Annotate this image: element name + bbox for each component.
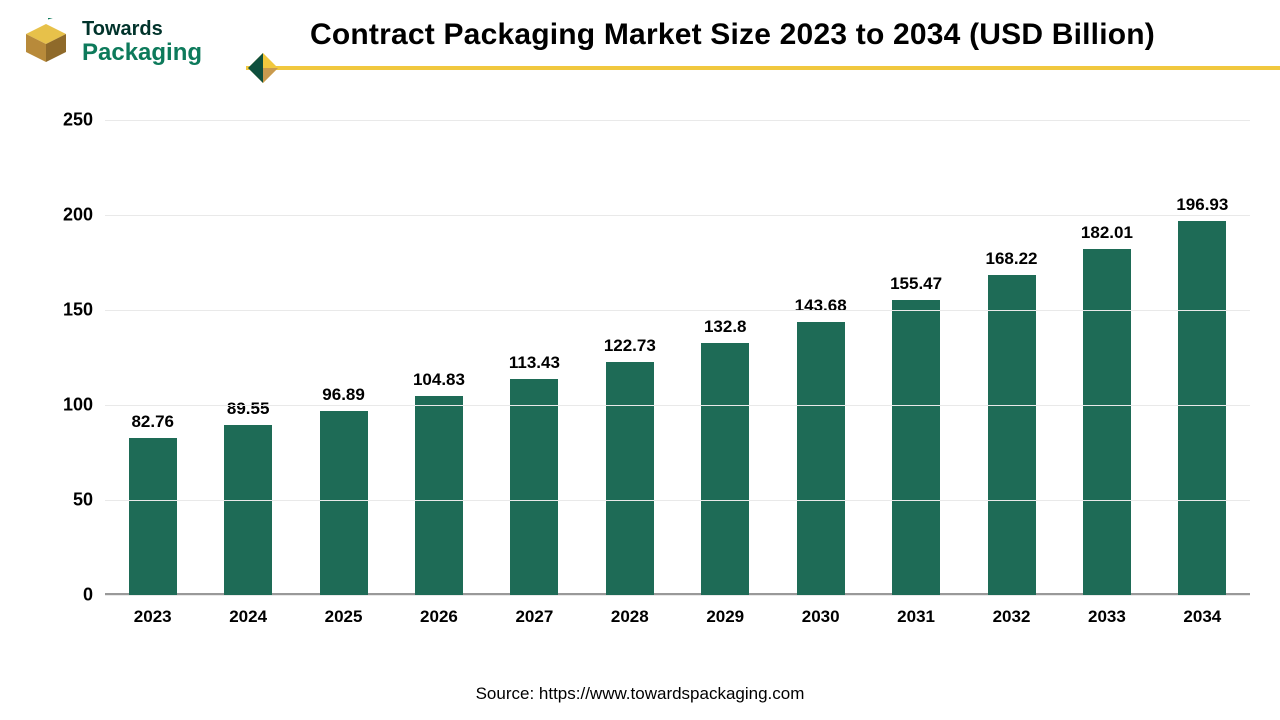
bar-slot: 182.012033 <box>1059 120 1154 595</box>
bar-slot: 143.682030 <box>773 120 868 595</box>
title-divider-diamond-icon <box>246 51 280 85</box>
bar-rect <box>1083 249 1131 595</box>
bar-chart: 82.76202389.55202496.892025104.832026113… <box>50 110 1255 655</box>
bar-group: 82.76202389.55202496.892025104.832026113… <box>105 120 1250 595</box>
bar-slot: 82.762023 <box>105 120 200 595</box>
bar-category-label: 2024 <box>229 607 267 627</box>
bar-rect <box>129 438 177 595</box>
bar-category-label: 2026 <box>420 607 458 627</box>
bar-value-label: 182.01 <box>1081 223 1133 243</box>
y-tick-label: 250 <box>48 110 93 131</box>
y-tick-label: 150 <box>48 300 93 321</box>
bar-rect <box>892 300 940 595</box>
bar-slot: 96.892025 <box>296 120 391 595</box>
bar-category-label: 2033 <box>1088 607 1126 627</box>
bar-slot: 122.732028 <box>582 120 677 595</box>
bar-category-label: 2023 <box>134 607 172 627</box>
bar-category-label: 2027 <box>515 607 553 627</box>
brand-logo-text: Towards Packaging <box>82 19 202 65</box>
bar-category-label: 2028 <box>611 607 649 627</box>
bar-value-label: 122.73 <box>604 336 656 356</box>
gridline <box>105 500 1250 501</box>
bar-category-label: 2030 <box>802 607 840 627</box>
bar-rect <box>224 425 272 595</box>
brand-line2: Packaging <box>82 40 202 65</box>
bar-value-label: 96.89 <box>322 385 365 405</box>
bar-value-label: 82.76 <box>131 412 174 432</box>
bar-category-label: 2029 <box>706 607 744 627</box>
y-tick-label: 0 <box>48 585 93 606</box>
bar-slot: 104.832026 <box>391 120 486 595</box>
bar-value-label: 132.8 <box>704 317 747 337</box>
bar-value-label: 143.68 <box>795 296 847 316</box>
y-tick-label: 100 <box>48 395 93 416</box>
bar-slot: 168.222032 <box>964 120 1059 595</box>
title-divider-line <box>246 66 1280 70</box>
bar-slot: 196.932034 <box>1155 120 1250 595</box>
bar-rect <box>1178 221 1226 595</box>
bar-rect <box>797 322 845 595</box>
bar-rect <box>701 343 749 595</box>
y-tick-label: 200 <box>48 205 93 226</box>
bar-rect <box>320 411 368 595</box>
gridline <box>105 405 1250 406</box>
bar-value-label: 168.22 <box>986 249 1038 269</box>
bar-category-label: 2031 <box>897 607 935 627</box>
bar-rect <box>510 379 558 595</box>
bar-category-label: 2025 <box>325 607 363 627</box>
brand-logo-mark <box>22 18 70 66</box>
gridline <box>105 310 1250 311</box>
bar-slot: 132.82029 <box>678 120 773 595</box>
chart-title: Contract Packaging Market Size 2023 to 2… <box>310 18 1155 52</box>
bar-rect <box>606 362 654 595</box>
bar-rect <box>988 275 1036 595</box>
bar-value-label: 196.93 <box>1176 195 1228 215</box>
bar-chart-plot-area: 82.76202389.55202496.892025104.832026113… <box>105 120 1250 595</box>
bar-category-label: 2032 <box>993 607 1031 627</box>
bar-value-label: 155.47 <box>890 274 942 294</box>
gridline <box>105 595 1250 596</box>
bar-slot: 155.472031 <box>868 120 963 595</box>
bar-category-label: 2034 <box>1183 607 1221 627</box>
gridline <box>105 120 1250 121</box>
source-attribution: Source: https://www.towardspackaging.com <box>0 684 1280 704</box>
bar-slot: 113.432027 <box>487 120 582 595</box>
brand-line1: Towards <box>82 19 202 40</box>
bar-rect <box>415 396 463 595</box>
y-tick-label: 50 <box>48 490 93 511</box>
bar-value-label: 104.83 <box>413 370 465 390</box>
bar-slot: 89.552024 <box>200 120 295 595</box>
bar-value-label: 113.43 <box>509 353 560 373</box>
bar-value-label: 89.55 <box>227 399 270 419</box>
gridline <box>105 215 1250 216</box>
brand-logo: Towards Packaging <box>22 18 202 66</box>
